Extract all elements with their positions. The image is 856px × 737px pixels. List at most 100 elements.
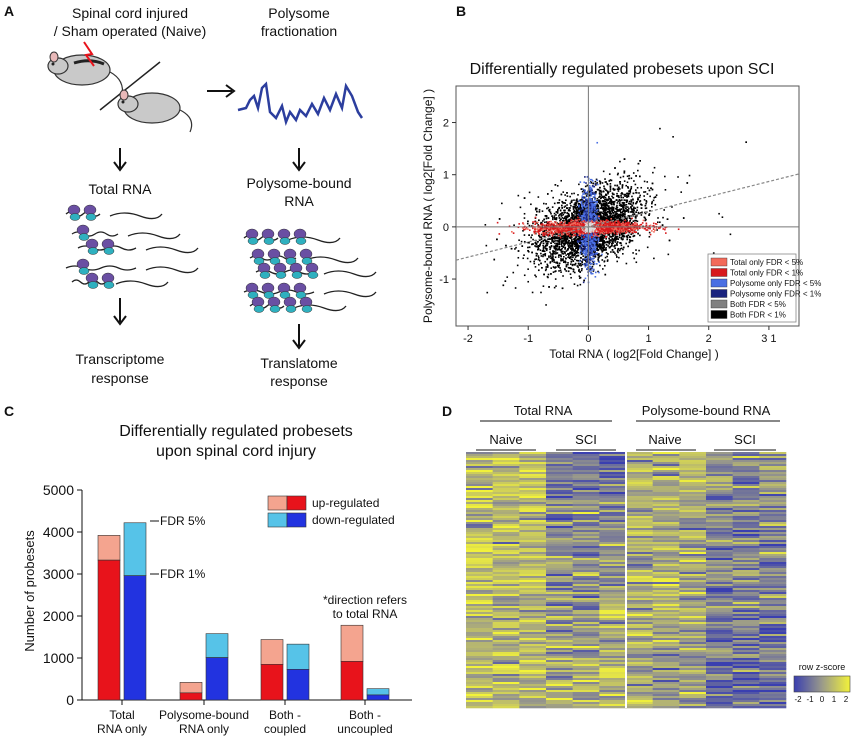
scatter-point [550, 244, 553, 247]
scatter-point [572, 254, 574, 256]
scatter-point [581, 263, 584, 266]
scatter-point [571, 254, 573, 257]
scatter-point [553, 215, 556, 217]
scatter-point [596, 182, 598, 184]
scatter-point [571, 244, 573, 246]
scatter-point [614, 216, 617, 218]
scatter-point [580, 199, 582, 201]
scatter-point [612, 216, 614, 219]
translatome-label-1: Translatome [260, 355, 338, 371]
scatter-point [576, 251, 578, 254]
scatter-point [686, 182, 689, 184]
scatter-point [628, 221, 631, 224]
scatter-point [616, 221, 618, 224]
scatter-point [631, 214, 634, 216]
scatter-point [534, 232, 537, 235]
scatter-point [558, 199, 561, 201]
scatter-point [576, 214, 578, 217]
ribosome-icon [285, 257, 297, 265]
scatter-point [605, 238, 607, 240]
scatter-point [562, 253, 565, 255]
scatter-point [556, 261, 558, 264]
scatter-point [531, 251, 533, 254]
scatter-point [552, 216, 554, 219]
scatter-point [506, 276, 509, 278]
scatter-point [579, 209, 582, 212]
scatter-point [562, 250, 564, 253]
scatter-point [556, 245, 559, 248]
sham-mouse-icon [117, 89, 193, 133]
scatter-point [598, 255, 601, 257]
scatter-point [575, 251, 578, 253]
scatter-point [624, 193, 627, 196]
scatter-point [627, 206, 629, 208]
transcriptome-label-1: Transcriptome [76, 351, 165, 367]
scatter-point [585, 258, 587, 261]
scatter-point [546, 248, 548, 250]
scatter-point [596, 253, 599, 255]
scatter-point [570, 245, 572, 248]
scatter-point [682, 217, 685, 219]
scatter-point [578, 200, 580, 202]
scatter-point [623, 202, 626, 204]
scatter-point [546, 207, 548, 210]
scatter-point [614, 252, 616, 255]
scatter-point [579, 263, 582, 265]
scatter-point [600, 249, 603, 251]
scatter-point [575, 209, 578, 212]
scatter-point [569, 207, 571, 209]
scatter-point [573, 203, 576, 206]
scatter-point [611, 237, 614, 240]
scatter-point [632, 172, 635, 174]
scatter-point [590, 239, 592, 241]
scatter-point [619, 208, 621, 211]
scatter-point [556, 244, 559, 246]
scatter-point [595, 205, 598, 208]
injured-title-1: Spinal cord injured [72, 5, 188, 21]
scatter-point [521, 245, 524, 247]
scatter-point [606, 199, 608, 202]
scatter-point [548, 256, 550, 259]
scatter-point [528, 246, 531, 249]
scatter-point [571, 216, 574, 218]
scatter-point [570, 204, 572, 207]
scatter-point [597, 237, 600, 240]
scatter-point [619, 218, 622, 220]
scatter-point [616, 194, 619, 197]
scatter-point [602, 238, 604, 241]
scatter-point [542, 255, 544, 258]
scatter-point [595, 191, 597, 193]
scatter-point [621, 219, 624, 222]
scatter-point [632, 224, 635, 226]
scatter-point [608, 240, 611, 242]
scatter-point [565, 199, 567, 202]
scatter-point [592, 237, 595, 239]
panel-b-label: B [456, 3, 466, 19]
scatter-point [563, 256, 565, 258]
scatter-point [570, 256, 572, 259]
scatter-point [527, 250, 530, 253]
scatter-point [538, 245, 541, 248]
scatter-point [586, 264, 588, 267]
scatter-point [625, 201, 628, 203]
scatter-point [570, 200, 573, 203]
scatter-point [606, 255, 608, 258]
scatter-point [605, 241, 607, 243]
scatter-point [566, 232, 569, 235]
scatter-point [611, 249, 614, 251]
scatter-point [605, 201, 608, 204]
scatter-point [598, 244, 600, 246]
scatter-point [569, 195, 571, 198]
scatter-point [537, 245, 540, 247]
ribosome-icon [78, 233, 90, 241]
scatter-point [591, 267, 593, 270]
scatter-point [534, 266, 537, 268]
scatter-point [570, 248, 573, 250]
scatter-point [612, 188, 615, 190]
scatter-point [615, 195, 618, 197]
scatter-point [604, 273, 607, 276]
scatter-point [635, 175, 637, 177]
scatter-point [625, 221, 628, 223]
scatter-point [602, 170, 605, 173]
polysome-rna-label-1: Polysome-bound [246, 175, 351, 191]
